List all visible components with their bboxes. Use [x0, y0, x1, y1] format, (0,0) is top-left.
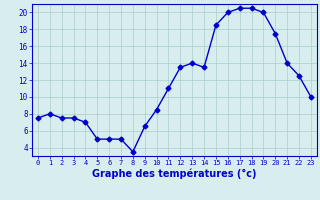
- X-axis label: Graphe des températures (°c): Graphe des températures (°c): [92, 169, 257, 179]
